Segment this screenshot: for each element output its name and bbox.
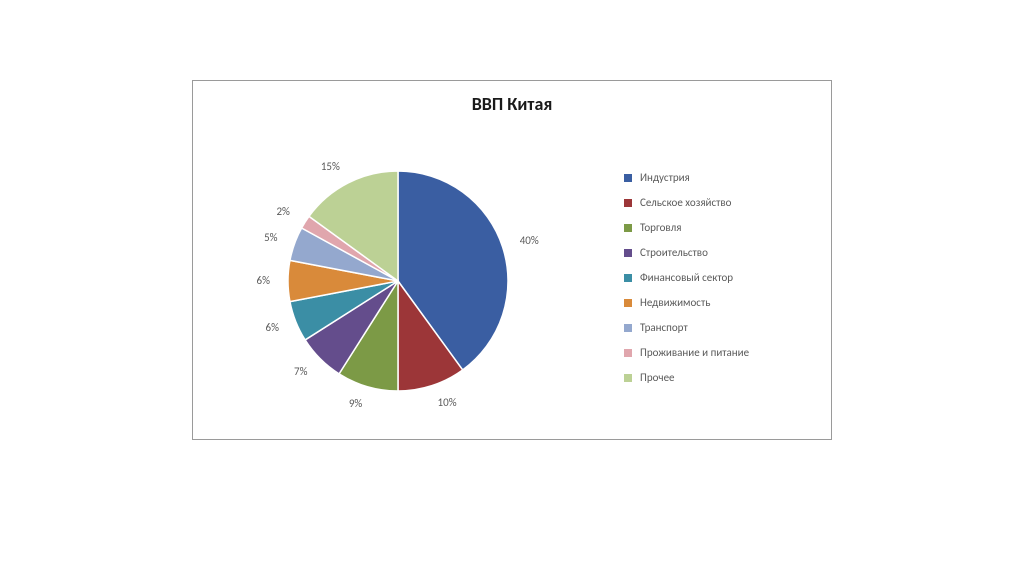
legend-swatch [624, 174, 632, 182]
legend-item: Проживание и питание [624, 346, 809, 359]
legend-swatch [624, 324, 632, 332]
pie-slice-label: 5% [244, 231, 278, 244]
legend-swatch [624, 249, 632, 257]
legend-item: Индустрия [624, 171, 809, 184]
legend-label: Транспорт [640, 321, 688, 334]
legend-swatch [624, 274, 632, 282]
legend-item: Торговля [624, 221, 809, 234]
legend-item: Транспорт [624, 321, 809, 334]
legend-label: Торговля [640, 221, 681, 234]
legend-swatch [624, 299, 632, 307]
pie-slice-label: 6% [236, 274, 270, 287]
legend-label: Недвижимость [640, 296, 710, 309]
legend-swatch [624, 199, 632, 207]
pie-slice-label: 15% [306, 160, 340, 173]
pie-slice-label: 40% [520, 234, 539, 247]
pie-slice-label: 7% [273, 365, 307, 378]
legend-label: Сельское хозяйство [640, 196, 731, 209]
pie-slice-label: 9% [328, 397, 362, 410]
legend-item: Недвижимость [624, 296, 809, 309]
pie-area [288, 171, 508, 391]
pie-slice-label: 6% [245, 321, 279, 334]
legend-label: Финансовый сектор [640, 271, 733, 284]
legend-swatch [624, 349, 632, 357]
legend-label: Проживание и питание [640, 346, 749, 359]
legend-item: Финансовый сектор [624, 271, 809, 284]
pie-chart [288, 171, 508, 391]
chart-title: ВВП Китая [193, 93, 831, 115]
legend-label: Индустрия [640, 171, 690, 184]
legend-item: Строительство [624, 246, 809, 259]
chart-card: ВВП Китая 40% 10% 9% 7% 6% 6% 5% 2% 15% Индустри… [192, 80, 832, 440]
legend-label: Строительство [640, 246, 708, 259]
legend-swatch [624, 374, 632, 382]
legend-swatch [624, 224, 632, 232]
legend-item: Сельское хозяйство [624, 196, 809, 209]
legend-item: Прочее [624, 371, 809, 384]
pie-slice-label: 10% [438, 396, 457, 409]
legend-label: Прочее [640, 371, 675, 384]
pie-slice-label: 2% [256, 205, 290, 218]
legend: Индустрия Сельское хозяйство Торговля Строи… [624, 171, 809, 396]
